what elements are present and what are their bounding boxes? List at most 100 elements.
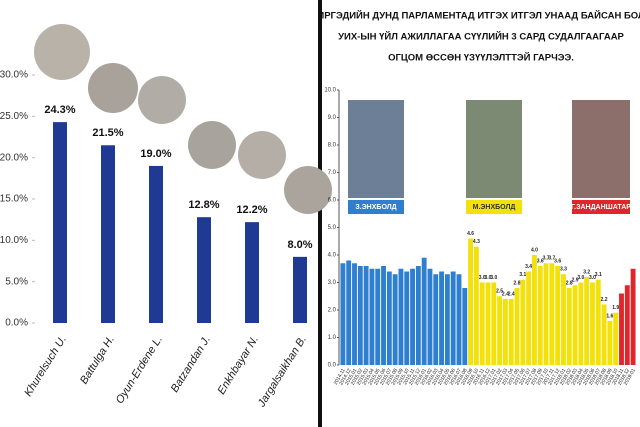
data-label: 2.2 xyxy=(601,297,608,303)
bar xyxy=(415,266,421,365)
bar xyxy=(531,255,537,365)
bar xyxy=(149,165,163,323)
y-tick-label: 2.0 xyxy=(328,308,337,314)
data-label: 2.8 xyxy=(514,280,521,286)
bar xyxy=(450,271,456,365)
bar xyxy=(537,266,543,365)
data-label: 3.0 xyxy=(589,275,596,281)
bar xyxy=(293,256,307,323)
portrait xyxy=(138,76,186,124)
portrait xyxy=(466,100,522,198)
bar xyxy=(101,145,115,323)
y-tick-label: 1.0 xyxy=(328,335,337,341)
bar xyxy=(444,274,450,365)
y-tick-label: 9.0 xyxy=(328,115,337,121)
data-label: 2.8 xyxy=(566,280,573,286)
bar xyxy=(584,277,590,365)
bar xyxy=(381,266,386,365)
data-label: 19.0% xyxy=(140,148,171,160)
chart-title: УИХ-ЫН ҮЙЛ АЖИЛЛАГАА СҮҮЛИЙН 3 САРД СУДА… xyxy=(338,31,624,43)
data-label: 1.9 xyxy=(612,305,619,311)
data-label: 2.4 xyxy=(508,291,515,297)
bar xyxy=(502,299,508,365)
legend-swatch xyxy=(572,200,630,214)
bar xyxy=(439,271,445,365)
bar xyxy=(369,268,375,365)
bar xyxy=(398,268,404,365)
bar xyxy=(392,274,398,365)
bar xyxy=(578,282,584,365)
chart-title: ИРГЭДИЙН ДУНД ПАРЛАМЕНТАД ИТГЭХ ИТГЭЛ УН… xyxy=(317,10,640,22)
data-label: 12.8% xyxy=(188,199,219,211)
bar xyxy=(485,282,491,365)
data-label: 21.5% xyxy=(92,127,123,139)
bar xyxy=(514,288,520,365)
portrait xyxy=(348,100,404,198)
y-tick-label: 7.0 xyxy=(328,170,337,176)
bar xyxy=(421,257,427,365)
bar xyxy=(404,271,410,365)
bar xyxy=(555,266,561,365)
portrait xyxy=(284,166,332,214)
bar xyxy=(352,263,357,365)
legend-swatch xyxy=(348,200,404,214)
bar xyxy=(630,268,636,365)
data-label: 8.0% xyxy=(287,239,312,251)
bar xyxy=(508,299,514,365)
divider xyxy=(318,0,322,427)
bar xyxy=(491,282,497,365)
bar xyxy=(561,274,566,365)
y-tick-label: 25.0% xyxy=(0,111,28,122)
portrait xyxy=(88,63,138,113)
data-label: 2.4 xyxy=(502,291,509,297)
y-tick-label: 3.0 xyxy=(328,280,337,286)
data-label: 3.7 xyxy=(548,256,555,262)
portrait xyxy=(34,24,90,80)
data-label: 3.0 xyxy=(490,275,497,281)
data-label: 3.4 xyxy=(525,264,532,270)
data-label: 3.6 xyxy=(537,258,544,264)
bar xyxy=(427,268,433,365)
bar xyxy=(363,266,369,365)
bar xyxy=(357,266,363,365)
bar xyxy=(468,238,474,365)
bar xyxy=(624,285,630,365)
y-tick-label: 0.0% xyxy=(5,318,28,329)
bar xyxy=(197,217,211,323)
bar xyxy=(619,293,624,365)
legend-label: З.ЭНХБОЛД xyxy=(355,204,396,211)
bar xyxy=(386,271,392,365)
data-label: 24.3% xyxy=(44,104,75,116)
y-tick-label: 0.0 xyxy=(328,363,337,369)
bar xyxy=(462,288,468,365)
bar xyxy=(607,321,613,365)
data-label: 2.5 xyxy=(496,289,503,295)
data-label: 3.7 xyxy=(543,256,550,262)
bar xyxy=(590,282,595,365)
bar xyxy=(601,304,607,365)
data-label: 3.6 xyxy=(554,258,561,264)
data-label: 2.9 xyxy=(572,278,579,284)
y-tick-label: 30.0% xyxy=(0,70,28,81)
data-label: 3.0 xyxy=(485,275,492,281)
bar xyxy=(549,263,555,365)
data-label: 3.1 xyxy=(519,272,526,278)
bar xyxy=(520,279,526,365)
data-label: 3.1 xyxy=(595,272,602,278)
bar xyxy=(526,271,532,365)
legend-label: Г.ЗАНДАНШАТАР xyxy=(571,204,631,211)
bar xyxy=(566,288,572,365)
data-label: 1.6 xyxy=(606,313,613,319)
data-label: 3.0 xyxy=(479,275,486,281)
data-label: 4.3 xyxy=(473,239,480,245)
y-tick-label: 5.0% xyxy=(5,276,28,287)
bar xyxy=(346,260,352,365)
y-tick-label: 10.0 xyxy=(324,88,336,94)
data-label: 3.3 xyxy=(560,267,567,273)
legend-swatch xyxy=(466,200,522,214)
bar xyxy=(473,246,479,365)
y-tick-label: 10.0% xyxy=(0,235,28,246)
bar xyxy=(53,122,67,324)
y-tick-label: 4.0 xyxy=(328,253,337,259)
